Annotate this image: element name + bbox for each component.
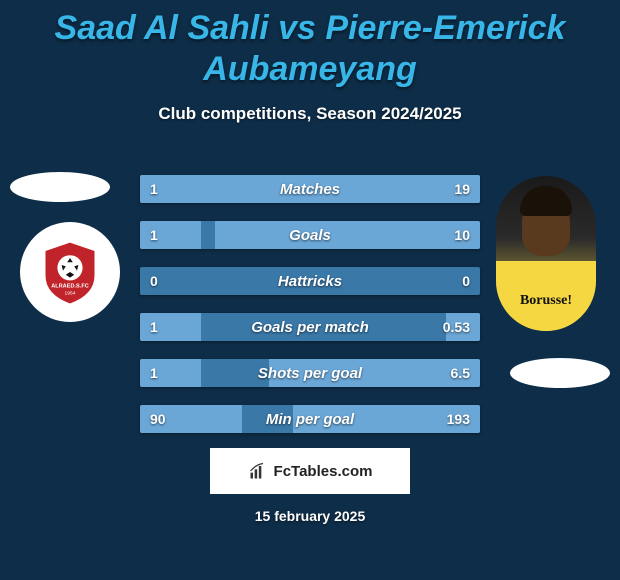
right-player-photo: Borusse! xyxy=(496,176,596,331)
stat-label: Min per goal xyxy=(140,405,480,433)
club-name-text: ALRAED.S.FC xyxy=(51,283,89,289)
stat-label: Goals per match xyxy=(140,313,480,341)
stat-row: 90193Min per goal xyxy=(140,405,480,433)
stat-label: Matches xyxy=(140,175,480,203)
infographic-container: Saad Al Sahli vs Pierre-Emerick Aubameya… xyxy=(0,0,620,580)
stat-row: 119Matches xyxy=(140,175,480,203)
stat-row: 00Hattricks xyxy=(140,267,480,295)
stat-label: Shots per goal xyxy=(140,359,480,387)
club-year-text: 1954 xyxy=(65,290,76,296)
stat-label: Goals xyxy=(140,221,480,249)
club-shield-icon: ALRAED.S.FC 1954 xyxy=(35,237,105,307)
season-subtitle: Club competitions, Season 2024/2025 xyxy=(0,104,620,124)
brand-box: FcTables.com xyxy=(210,448,410,494)
footer-date: 15 february 2025 xyxy=(0,508,620,524)
player-hair xyxy=(520,186,572,216)
stat-bars: 119Matches 110Goals 00Hattricks 10.53Goals … xyxy=(140,175,480,451)
stat-row: 110Goals xyxy=(140,221,480,249)
stat-row: 16.5Shots per goal xyxy=(140,359,480,387)
chart-icon xyxy=(248,461,268,481)
player-shirt-text: Borusse! xyxy=(520,293,572,309)
stat-row: 10.53Goals per match xyxy=(140,313,480,341)
right-oval-shadow xyxy=(510,358,610,388)
brand-text: FcTables.com xyxy=(274,463,373,480)
stat-label: Hattricks xyxy=(140,267,480,295)
left-oval-shadow xyxy=(10,172,110,202)
comparison-title: Saad Al Sahli vs Pierre-Emerick Aubameya… xyxy=(0,0,620,90)
left-club-badge: ALRAED.S.FC 1954 xyxy=(20,222,120,322)
